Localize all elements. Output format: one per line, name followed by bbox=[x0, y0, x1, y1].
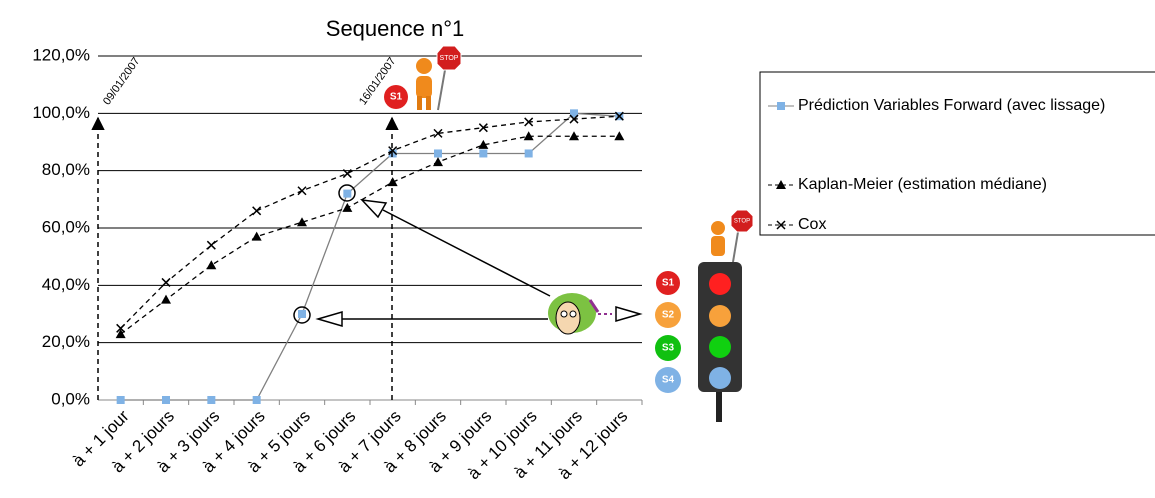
y-tick-label: 60,0% bbox=[42, 217, 90, 236]
y-tick-label: 120,0% bbox=[32, 45, 90, 64]
point bbox=[479, 149, 488, 158]
legend-box bbox=[759, 71, 1155, 236]
signal-label: S4 bbox=[662, 375, 675, 386]
point bbox=[252, 206, 262, 216]
point bbox=[433, 157, 443, 167]
point bbox=[297, 186, 307, 196]
plot-area: 0,0%20,0%40,0%60,0%80,0%100,0%120,0%à + … bbox=[32, 45, 643, 483]
highlight-circle bbox=[293, 306, 311, 324]
legend-entry: Kaplan-Meier (estimation médiane) bbox=[768, 176, 1047, 193]
point bbox=[478, 139, 489, 149]
point bbox=[297, 217, 307, 227]
y-tick-label: 80,0% bbox=[42, 160, 90, 179]
legend-marker bbox=[776, 220, 786, 230]
point bbox=[207, 396, 216, 404]
point bbox=[206, 260, 217, 270]
date-label: 09/01/2007 bbox=[101, 55, 142, 107]
highlight-circle bbox=[338, 184, 356, 202]
series-line bbox=[120, 115, 620, 329]
signal-badges: S1 S2 S3 S4 bbox=[654, 269, 682, 393]
point bbox=[343, 189, 352, 198]
point bbox=[433, 128, 443, 138]
point bbox=[614, 111, 624, 121]
legend-entry: Cox bbox=[768, 216, 826, 233]
point bbox=[569, 131, 579, 141]
point bbox=[523, 131, 534, 141]
point bbox=[115, 329, 126, 339]
y-tick-label: 20,0% bbox=[42, 332, 90, 351]
point bbox=[161, 277, 171, 287]
y-tick-label: 100,0% bbox=[32, 103, 90, 122]
legend-marker bbox=[777, 102, 785, 110]
point bbox=[478, 123, 488, 133]
signal-label: S1 bbox=[662, 278, 675, 289]
point bbox=[342, 169, 352, 179]
point bbox=[161, 294, 171, 304]
point bbox=[570, 109, 578, 118]
legend-label: Cox bbox=[798, 216, 826, 233]
point bbox=[569, 114, 579, 124]
point bbox=[524, 117, 534, 127]
stop-figure: STOP bbox=[416, 45, 462, 111]
point bbox=[251, 231, 262, 241]
stop-label: STOP bbox=[440, 55, 459, 62]
chart-title: Sequence n°1 bbox=[326, 16, 464, 41]
pointer-arrows bbox=[315, 198, 643, 327]
point bbox=[342, 202, 353, 212]
point bbox=[116, 323, 126, 333]
traffic-light: STOP bbox=[698, 209, 754, 422]
legend-label: Kaplan-Meier (estimation médiane) bbox=[798, 176, 1047, 193]
point bbox=[614, 131, 625, 141]
face-icon bbox=[548, 293, 612, 335]
y-tick-label: 0,0% bbox=[51, 389, 90, 408]
point bbox=[252, 396, 261, 404]
stop-label: STOP bbox=[734, 219, 750, 225]
series-line bbox=[120, 135, 620, 335]
legend-entry: Prédiction Variables Forward (avec lissa… bbox=[768, 97, 1105, 114]
y-tick-label: 40,0% bbox=[42, 275, 90, 294]
signal-label: S3 bbox=[662, 343, 675, 354]
point bbox=[388, 146, 398, 156]
legend-marker bbox=[776, 180, 786, 189]
legend-label: Prédiction Variables Forward (avec lissa… bbox=[798, 97, 1105, 114]
signal-badge bbox=[384, 85, 408, 109]
signal-label: S1 bbox=[390, 92, 403, 103]
point bbox=[206, 240, 216, 250]
point bbox=[116, 396, 125, 404]
point bbox=[298, 310, 306, 318]
signal-label: S2 bbox=[662, 310, 675, 321]
series-line bbox=[120, 112, 620, 401]
point bbox=[162, 396, 170, 404]
point bbox=[434, 149, 442, 158]
point bbox=[524, 149, 533, 158]
